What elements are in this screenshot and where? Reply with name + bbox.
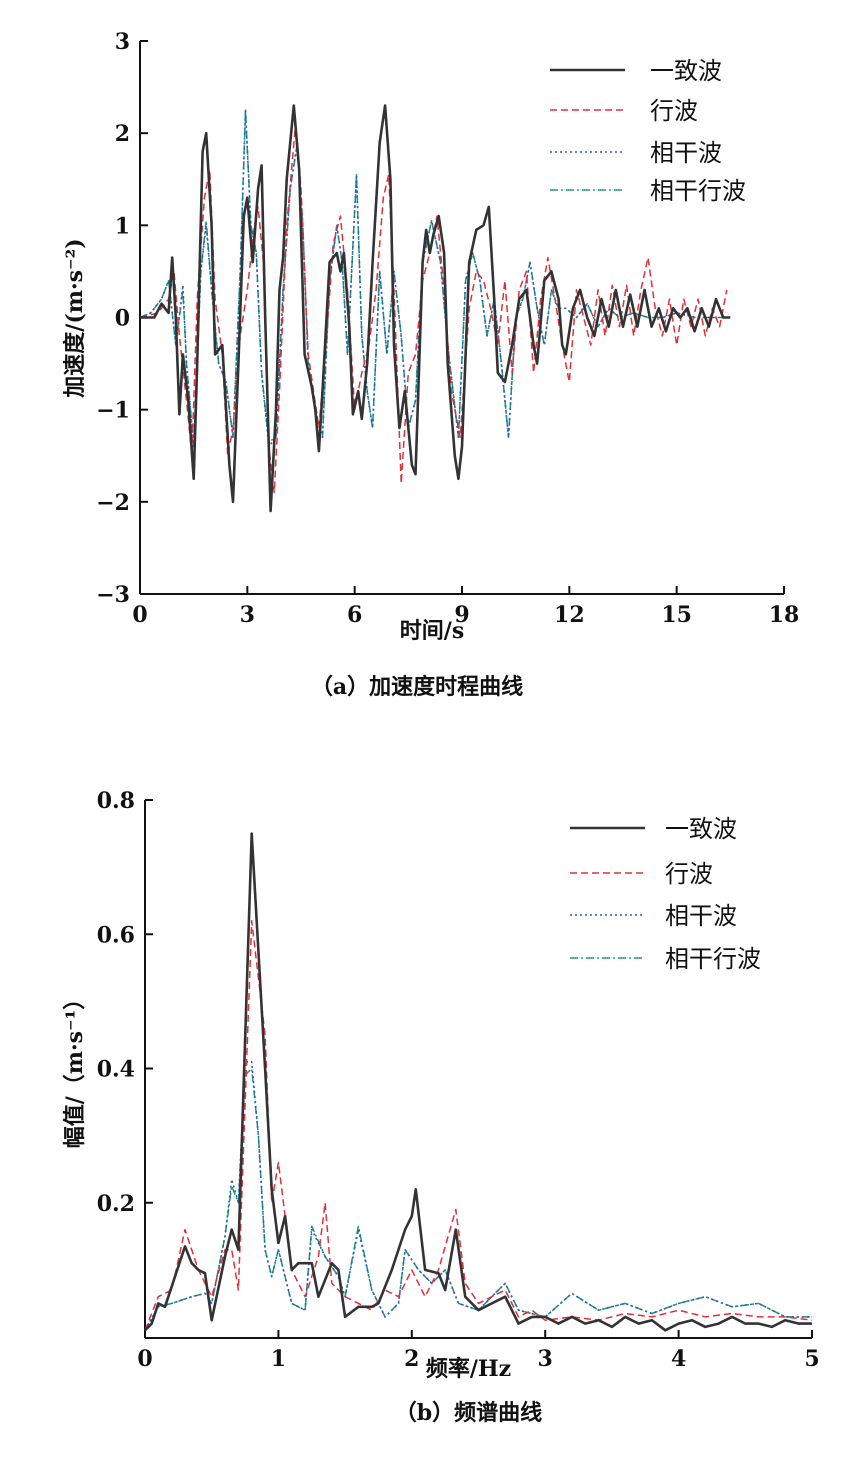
x-tick-label: 15: [661, 602, 692, 628]
y-tick-label: 0.6: [97, 922, 135, 948]
x-tick-label: 1: [271, 1346, 286, 1372]
series-line-coherent-traveling: [144, 1067, 812, 1331]
legend-label: 一致波: [665, 815, 737, 843]
series-line-coherent: [144, 1061, 812, 1331]
series-line-consistent: [140, 104, 731, 513]
x-tick-label: 0: [132, 602, 147, 628]
legend-label: 行波: [665, 860, 713, 888]
y-axis-label: 幅值/（m·s⁻¹）: [62, 988, 88, 1149]
x-tick-label: 2: [404, 1346, 419, 1372]
y-tick-label: 0.2: [97, 1191, 135, 1217]
y-axis-label: 加速度/(m·s⁻²): [62, 238, 88, 398]
legend-label: 相干行波: [650, 177, 746, 205]
chart-caption: （b）频谱曲线: [395, 1400, 542, 1426]
chart-caption: （a）加速度时程曲线: [311, 674, 523, 700]
y-tick-label: 0.4: [97, 1057, 135, 1083]
legend-label: 行波: [650, 97, 698, 125]
y-tick-label: −3: [96, 582, 130, 608]
y-tick-label: −1: [96, 398, 130, 424]
y-tick-label: 0.8: [97, 788, 135, 814]
series-line-consistent: [144, 832, 812, 1332]
legend-label: 一致波: [650, 57, 722, 85]
x-axis-label: 时间/s: [400, 618, 464, 644]
legend-label: 相干行波: [665, 945, 761, 973]
x-tick-label: 12: [554, 602, 585, 628]
legend-label: 相干波: [665, 902, 737, 930]
x-tick-label: 6: [347, 602, 362, 628]
x-tick-label: 5: [804, 1346, 819, 1372]
x-tick-label: 4: [671, 1346, 686, 1372]
x-tick-label: 3: [538, 1346, 553, 1372]
series-line-coherent: [139, 109, 727, 448]
x-axis-label: 频率/Hz: [426, 1356, 511, 1382]
y-tick-label: 0: [115, 306, 130, 332]
spectrum-chart: 0.2 0.4 0.6 0.8 0 1 2 3 4 5 频率/Hz 幅值/（m·s⁻¹） （b）频谱曲线…: [62, 788, 820, 1426]
x-tick-label: 9: [454, 602, 469, 628]
y-tick-label: 1: [115, 213, 130, 239]
series-line-traveling: [144, 920, 813, 1331]
y-tick-label: 3: [115, 29, 130, 55]
y-tick-label: 2: [115, 121, 130, 147]
legend-label: 相干波: [650, 139, 722, 167]
x-tick-label: 3: [240, 602, 255, 628]
y-tick-label: −2: [96, 490, 130, 516]
x-tick-label: 0: [137, 1346, 152, 1372]
x-tick-label: 18: [769, 602, 800, 628]
